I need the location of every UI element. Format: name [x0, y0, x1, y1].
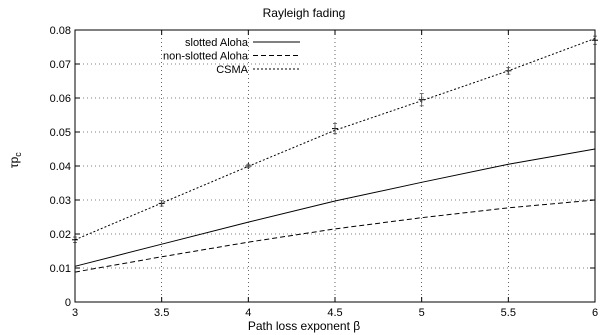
y-tick-label: 0.05 — [50, 127, 71, 139]
x-tick-label: 5 — [419, 307, 425, 319]
y-axis-label: τpc — [6, 152, 24, 169]
chart-title: Rayleigh fading — [262, 6, 346, 20]
series-line-csma — [74, 38, 596, 241]
y-tick-label: 0.02 — [50, 229, 71, 241]
y-tick-label: 0.03 — [50, 195, 71, 207]
plot-frame — [74, 29, 596, 303]
legend-label: non-slotted Aloha — [163, 51, 249, 63]
x-tick-label: 5.5 — [501, 307, 516, 319]
y-tick-label: 0.06 — [50, 93, 71, 105]
data-series — [72, 35, 598, 273]
x-tick-label: 3.5 — [154, 307, 169, 319]
x-tick-label: 6 — [592, 307, 598, 319]
legend-label: slotted Aloha — [185, 37, 249, 49]
x-tick-label: 4 — [245, 307, 251, 319]
y-tick-label: 0.08 — [50, 25, 71, 37]
series-line-slotted-aloha — [74, 148, 596, 267]
y-tick-label: 0.04 — [50, 161, 71, 173]
axis-ticks: 0 0.01 0.02 0.03 0.04 0.05 0.06 0.07 0.08 3 3.5 4 4.… — [50, 25, 598, 319]
series-line-non-slotted-aloha — [74, 199, 596, 273]
x-tick-label: 4.5 — [327, 307, 342, 319]
y-tick-label: 0.01 — [50, 263, 71, 275]
y-tick-label: 0.07 — [50, 59, 71, 71]
grid-lines — [75, 30, 595, 302]
y-tick-label: 0 — [65, 297, 71, 309]
x-axis-label: Path loss exponent β — [247, 319, 361, 333]
legend-label: CSMA — [216, 64, 248, 76]
x-tick-label: 3 — [72, 307, 78, 319]
